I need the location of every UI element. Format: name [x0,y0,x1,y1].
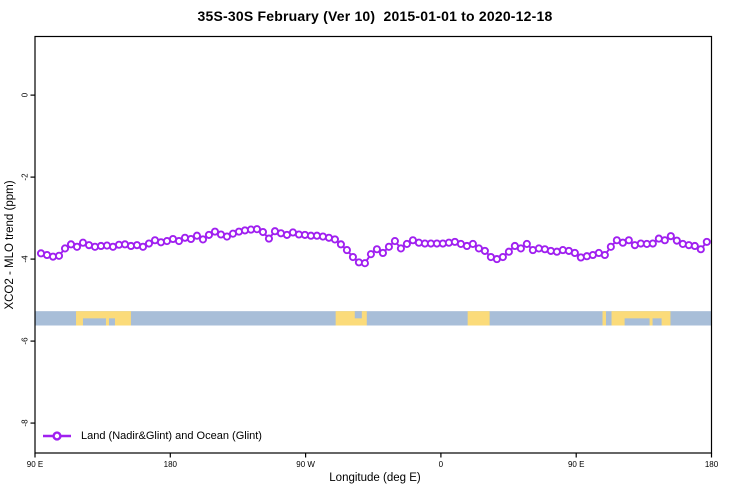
data-point-marker [666,232,675,241]
data-point-marker [498,252,507,262]
plot-border [34,35,713,454]
data-point-marker [252,225,262,234]
band-land-patch [335,311,367,326]
data-point-marker [570,248,579,257]
x-axis-title: Longitude (deg E) [329,472,421,484]
data-point-marker [192,231,202,240]
data-point-marker [60,244,70,253]
data-point-marker [378,248,387,257]
band-ocean-notch [652,318,662,326]
data-point-marker [258,227,268,237]
data-point-marker [198,235,208,244]
data-point-marker [366,250,375,259]
y-axis-title: XCO2 - MLO trend (ppm) [4,180,16,310]
data-point-marker [264,234,273,243]
y-tick-label: -4 [20,255,30,263]
band-land-patch [467,311,490,326]
y-tick-label: -2 [20,173,30,181]
data-point-marker [696,245,705,254]
data-point-marker [360,259,369,268]
data-point-marker [624,236,633,245]
data-point-marker [342,246,351,255]
x-tick-label: 90 W [296,460,315,469]
data-point-marker [600,250,609,260]
data-point-marker [648,239,657,248]
y-tick-label: 0 [20,92,30,98]
data-point-marker [372,245,381,254]
data-point-marker [186,234,196,244]
data-point-marker [606,242,615,251]
legend-label: Land (Nadir&Glint) and Ocean (Glint) [81,429,262,442]
data-point-marker [672,236,681,245]
x-tick-label: 0 [438,460,444,469]
data-point-marker [690,241,699,251]
band-ocean-notch [624,318,650,326]
data-point-marker [396,244,405,253]
band-ocean-notch [82,318,106,326]
data-point-marker [390,237,399,246]
band-ocean-notch [108,318,115,326]
x-tick-label: 180 [163,460,177,469]
legend: Land (Nadir&Glint) and Ocean (Glint) [42,428,262,443]
data-point-marker [336,240,345,249]
data-point-marker [210,227,220,236]
data-point-marker [660,236,669,245]
data-point-marker [54,251,64,260]
data-point-marker [330,235,339,244]
x-tick-label: 90 E [567,460,585,469]
x-tick-label: 90 E [26,460,44,469]
legend-key-line [43,430,71,441]
data-point-marker [402,239,411,248]
data-point-marker [138,242,148,251]
data-point-marker [72,242,82,251]
data-point-marker [702,237,711,246]
data-point-marker [204,230,214,239]
data-point-marker [174,237,184,246]
data-point-marker [522,239,531,248]
data-point-marker [384,242,393,251]
data-point-marker [222,232,232,241]
band-ocean-notch [354,311,362,319]
y-tick-label: -6 [20,337,30,345]
data-point-marker [348,252,357,262]
data-point-marker [504,247,513,256]
x-tick-label: 180 [704,460,719,469]
data-point-marker [468,239,477,248]
data-point-marker [144,239,154,248]
legend-marker-icon [52,430,62,441]
band-ocean [35,311,712,326]
data-point-marker [516,244,525,253]
band-land-patch [602,311,606,326]
y-tick-label: -8 [20,419,30,427]
chart-title: 35S-30S February (Ver 10) 2015-01-01 to … [197,8,553,24]
data-point-marker [480,246,489,255]
